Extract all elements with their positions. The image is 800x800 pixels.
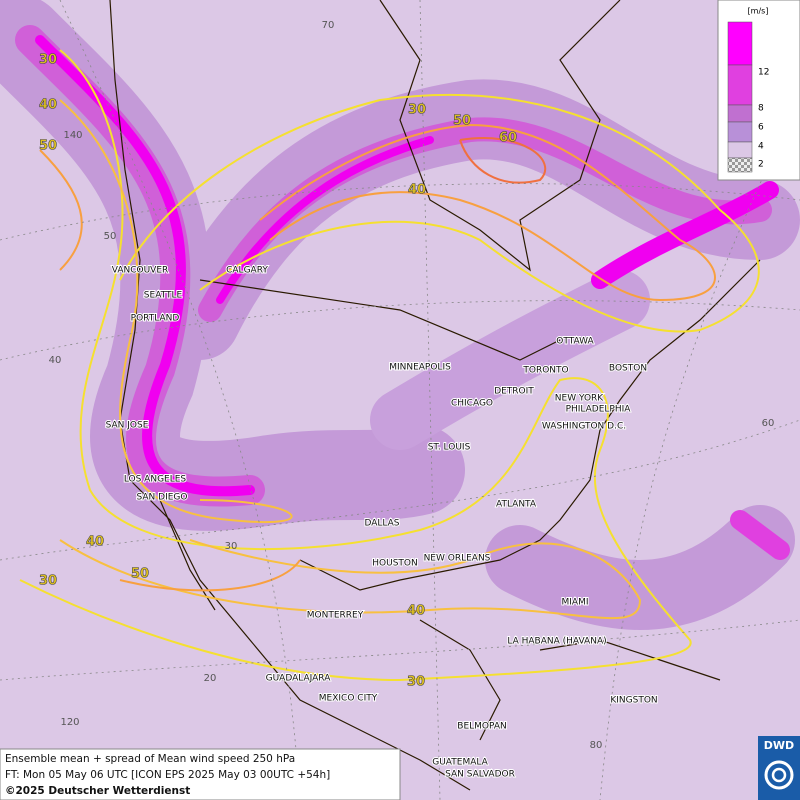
contour-label: 40	[86, 535, 104, 550]
forecast-time: FT: Mon 05 May 06 UTC [ICON EPS 2025 May…	[5, 769, 330, 781]
legend-tick: 12	[758, 68, 769, 78]
graticule-label: 50	[104, 231, 117, 242]
legend: [m/s] 12 8 6 4 2	[717, 0, 800, 181]
legend-unit: [m/s]	[748, 7, 769, 16]
city-label: DALLAS	[364, 519, 399, 529]
city-label: NEW YORK	[555, 394, 605, 404]
copyright: ©2025 Deutscher Wetterdienst	[5, 785, 190, 797]
city-label: MONTERREY	[307, 611, 364, 621]
city-label: MINNEAPOLIS	[389, 363, 451, 373]
contour-label: 40	[407, 604, 425, 619]
city-label: PORTLAND	[131, 314, 180, 324]
city-label: KINGSTON	[610, 696, 657, 706]
city-label: LA HABANA (HAVANA)	[507, 637, 606, 647]
footer: Ensemble mean + spread of Mean wind spee…	[0, 748, 401, 800]
city-label: CHICAGO	[451, 399, 493, 409]
city-label: ST. LOUIS	[428, 443, 471, 453]
city-label: SAN JOSE	[106, 421, 149, 431]
city-label: SAN SALVADOR	[445, 770, 515, 780]
city-label: TORONTO	[522, 366, 568, 376]
city-label: SAN DIEGO	[137, 493, 188, 503]
graticule-label: 20	[204, 673, 217, 684]
graticule-label: 120	[60, 717, 79, 728]
contour-label: 30	[39, 53, 57, 68]
city-label: VANCOUVER	[112, 266, 169, 276]
city-label: CALGARY	[226, 266, 268, 276]
city-label: HOUSTON	[372, 559, 417, 569]
contour-label: 40	[408, 183, 426, 198]
graticule-label: 60	[762, 418, 775, 429]
graticule-label: 80	[590, 740, 603, 751]
city-label: BELMOPAN	[457, 722, 506, 732]
contour-label: 50	[39, 139, 57, 154]
graticule-label: 40	[49, 355, 62, 366]
city-label: SEATTLE	[144, 291, 183, 301]
city-label: WASHINGTON D.C.	[542, 422, 626, 432]
contour-label: 30	[408, 103, 426, 118]
city-label: LOS ANGELES	[124, 475, 187, 485]
contour-label: 30	[407, 675, 425, 690]
city-label: NEW ORLEANS	[424, 554, 491, 564]
city-label: ATLANTA	[496, 500, 537, 510]
legend-tick: 6	[758, 123, 764, 133]
city-label: GUADALAJARA	[266, 674, 332, 684]
graticule-label: 140	[63, 130, 82, 141]
contour-label: 50	[131, 567, 149, 582]
legend-tick: 8	[758, 104, 764, 114]
city-label: GUATEMALA	[432, 758, 488, 768]
contour-label: 40	[39, 98, 57, 113]
spread-shading	[0, 0, 800, 630]
contour-label: 30	[39, 574, 57, 589]
city-label: MIAMI	[562, 598, 589, 608]
city-label: PHILADELPHIA	[566, 405, 632, 415]
contour-label: 50	[453, 114, 471, 129]
dwd-logo: DWD	[758, 736, 800, 800]
graticule-label: 30	[225, 541, 238, 552]
legend-tick: 2	[758, 160, 764, 170]
isotachs	[19, 49, 760, 682]
city-label: DETROIT	[494, 387, 534, 397]
logo-text: DWD	[764, 739, 794, 752]
legend-tick: 4	[758, 142, 764, 152]
city-label: OTTAWA	[556, 337, 594, 347]
city-label: MEXICO CITY	[319, 694, 378, 704]
map-title: Ensemble mean + spread of Mean wind spee…	[5, 753, 295, 765]
contour-label: 60	[499, 131, 517, 146]
city-label: BOSTON	[609, 364, 647, 374]
graticule-label: 70	[322, 20, 335, 31]
